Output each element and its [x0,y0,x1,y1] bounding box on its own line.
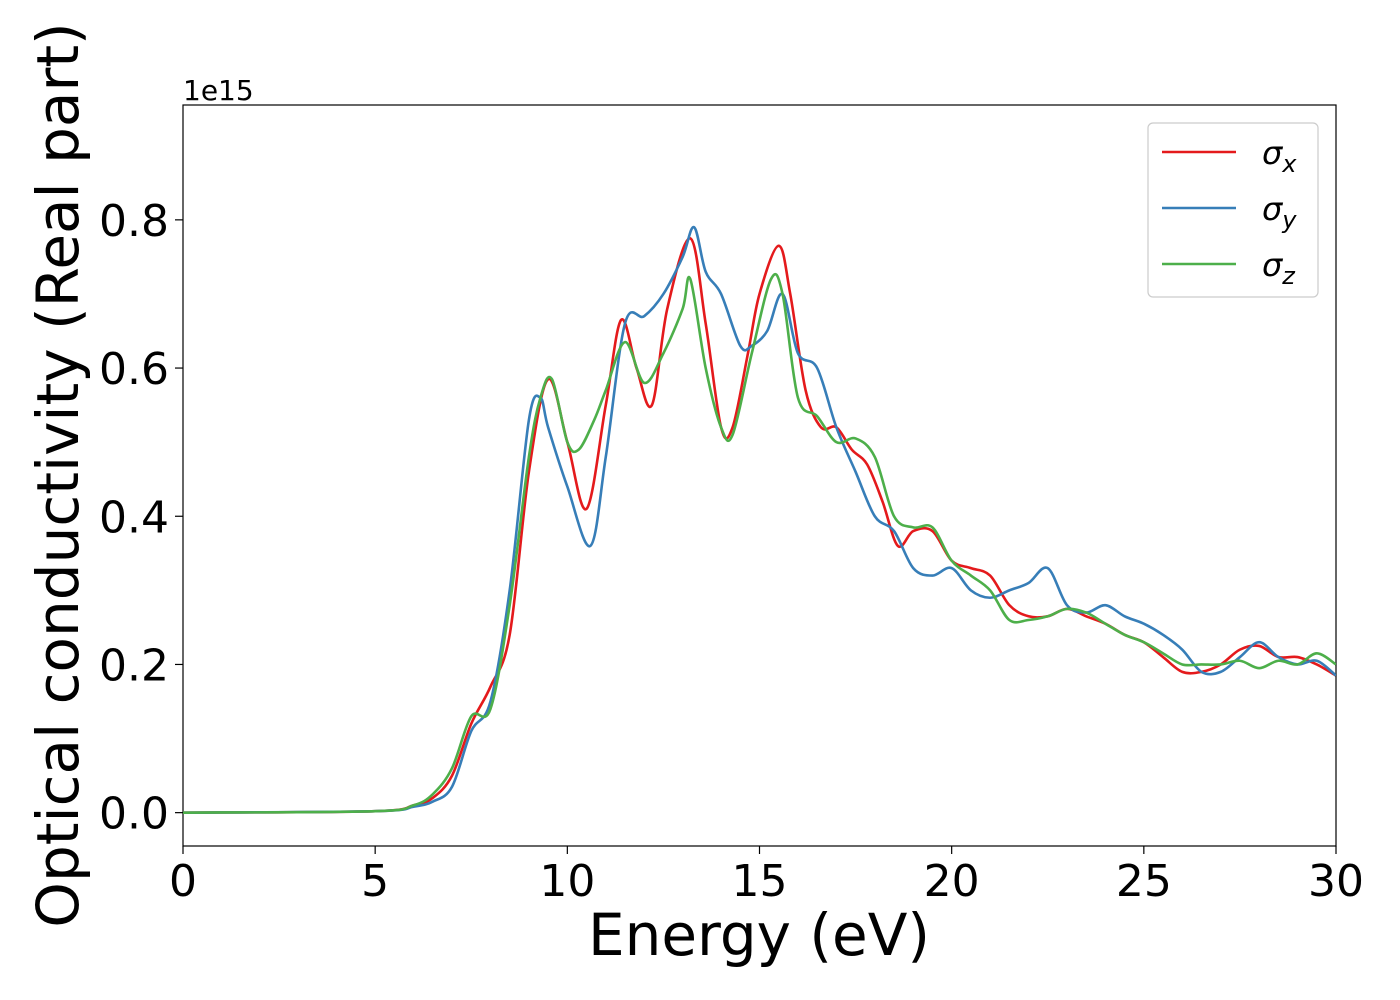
y-tick-label: 0.0 [99,789,169,840]
x-tick-label: 20 [924,856,980,907]
x-tick-label: 25 [1116,856,1172,907]
legend-label-z: σz [1262,246,1296,290]
y-tick-label: 0.6 [99,344,169,395]
x-axis-label: Energy (eV) [588,901,930,969]
y-offset-label: 1e15 [183,74,254,107]
series-line-y [183,225,1336,814]
x-axis-ticks: 0 5 10 15 20 25 30 [169,846,1364,907]
series-line-z [183,272,1336,814]
x-tick-label: 0 [169,856,197,907]
y-tick-label: 0.8 [99,196,169,247]
y-tick-label: 0.2 [99,640,169,691]
plot-area: 0 5 10 15 20 25 30 0.0 0.2 0.4 0.6 0.8 [99,104,1364,907]
y-axis-ticks: 0.0 0.2 0.4 0.6 0.8 [99,196,183,840]
y-axis-label: Optical conductivity (Real part) [24,22,92,927]
x-tick-label: 15 [732,856,788,907]
x-tick-label: 30 [1308,856,1364,907]
legend-label-x: σx [1262,134,1297,178]
x-tick-label: 5 [361,856,389,907]
x-tick-label: 10 [539,856,595,907]
legend-box [1147,122,1319,298]
legend: σx σy σz [1147,122,1319,298]
legend-items: σx σy σz [1162,134,1297,290]
series-layer [183,225,1336,814]
y-tick-label: 0.4 [99,492,169,543]
legend-label-y: σy [1262,190,1297,234]
